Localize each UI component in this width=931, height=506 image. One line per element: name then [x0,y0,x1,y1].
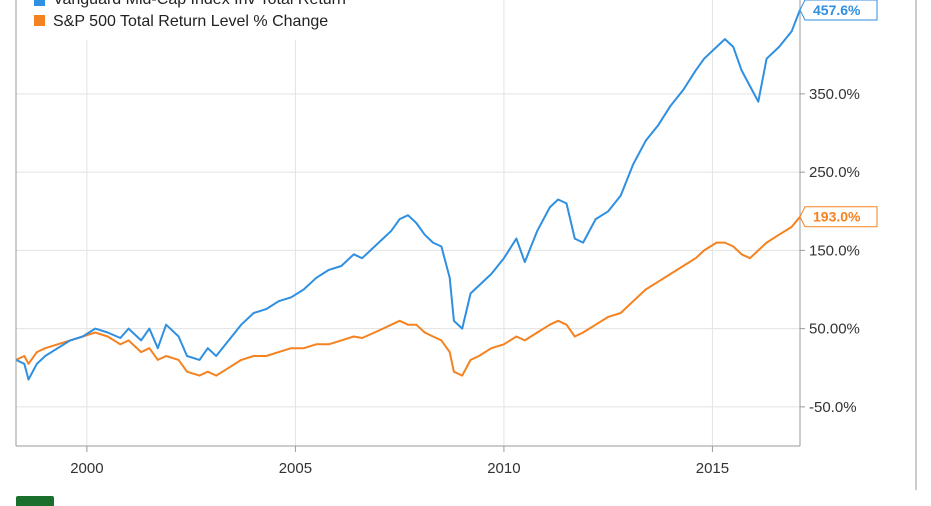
x-tick-label: 2010 [487,460,520,477]
end-label-sp500: 193.0% [799,206,878,228]
end-label-mid-cap-tag [799,0,878,21]
legend: Vanguard Mid-Cap Index Inv Total Return … [18,0,422,40]
x-tick-label: 2015 [696,460,729,477]
end-label-sp500-text: 193.0% [813,209,861,225]
end-label-mid-cap: 457.6% [799,0,878,21]
x-tick-label: 2000 [70,460,103,477]
legend-swatch-mid-cap [34,0,45,6]
legend-label-sp500: S&P 500 Total Return Level % Change [53,13,328,30]
x-axis: 2000 2005 2010 2015 [70,446,729,477]
legend-swatch-sp500 [34,15,45,26]
series-line-vanguard-mid-cap-index-inv-total-return [15,9,801,381]
y-tick-label: 150.0% [809,242,860,259]
y-tick-label: 50.00% [809,321,860,338]
series-layer [15,9,801,381]
y-tick-label: 350.0% [809,86,860,103]
end-label-mid-cap-text: 457.6% [813,2,861,18]
y-tick-label: -50.0% [809,399,857,416]
legend-background [18,0,422,40]
x-tick-label: 2005 [279,460,312,477]
series-line-s-p-500-total-return-level-change [15,216,801,377]
y-tick-label: 250.0% [809,164,860,181]
end-labels: 457.6% 193.0% [799,0,878,228]
end-label-sp500-tag [799,206,878,228]
legend-label-mid-cap: Vanguard Mid-Cap Index Inv Total Return [53,0,346,8]
y-axis: -50.0% 50.00% 150.0% 250.0% 350.0% [800,86,860,416]
gridlines [16,0,800,446]
ycharts-logo-icon [16,496,54,506]
